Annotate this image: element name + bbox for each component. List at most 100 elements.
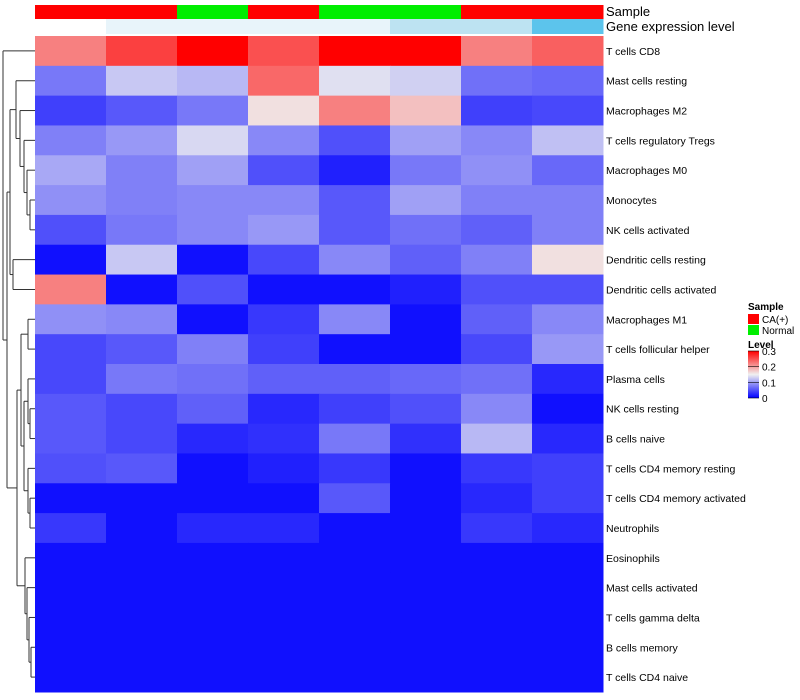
sample-annotation-label: Sample: [606, 4, 650, 19]
row-label: T cells CD4 memory resting: [606, 463, 735, 475]
heatmap-cell: [106, 364, 178, 395]
heatmap-cell: [390, 632, 462, 663]
sample-annotation-cell: [319, 5, 391, 19]
heatmap-cell: [248, 483, 320, 514]
heatmap-cell: [35, 334, 107, 365]
heatmap-cell: [106, 185, 178, 216]
heatmap-cell: [248, 185, 320, 216]
heatmap-cell: [390, 244, 462, 276]
row-label: Monocytes: [606, 195, 657, 207]
heatmap-cell: [248, 274, 320, 305]
heatmap-cell: [532, 334, 604, 365]
level-legend-bar: [748, 351, 759, 398]
row-label: Dendritic cells activated: [606, 284, 716, 296]
heatmap-cell: [106, 542, 178, 574]
row-label: Eosinophils: [606, 553, 660, 565]
heatmap-cell: [319, 274, 391, 305]
heatmap-cell: [35, 244, 107, 276]
heatmap-cell: [319, 662, 391, 693]
heatmap-cell: [461, 423, 533, 454]
row-label: T cells CD8: [606, 46, 660, 58]
row-label: B cells memory: [606, 642, 679, 654]
heatmap-cell: [461, 274, 533, 305]
heatmap-cell: [106, 244, 178, 276]
heatmap-cell: [35, 542, 107, 574]
sample-legend-label: Normal: [762, 326, 794, 337]
row-label: Dendritic cells resting: [606, 255, 706, 267]
heatmap-cell: [35, 364, 107, 395]
heatmap-cell: [248, 155, 320, 186]
heatmap-cell: [532, 65, 604, 97]
heatmap-cell: [461, 632, 533, 663]
heatmap-cell: [532, 423, 604, 454]
sample-annotation-cell: [35, 5, 107, 19]
expression-annotation-label: Gene expression level: [606, 19, 735, 34]
heatmap-cell: [177, 214, 249, 246]
heatmap-cell: [106, 662, 178, 693]
heatmap-cell: [319, 513, 391, 544]
heatmap-cell: [390, 185, 462, 216]
heatmap-cell: [532, 304, 604, 335]
row-label: T cells regulatory Tregs: [606, 135, 715, 147]
heatmap-cell: [248, 65, 320, 97]
heatmap-cell: [177, 364, 249, 395]
expression-annotation-cell: [390, 19, 462, 34]
row-label: T cells CD4 naive: [606, 672, 688, 684]
heatmap-cell: [35, 513, 107, 544]
heatmap-cell: [461, 125, 533, 156]
heatmap-cell: [390, 274, 462, 305]
heatmap-cell: [319, 125, 391, 156]
heatmap-cell: [319, 453, 391, 484]
heatmap-cell: [390, 393, 462, 425]
heatmap-cell: [532, 572, 604, 604]
heatmap-cell: [461, 65, 533, 97]
heatmap-cell: [35, 214, 107, 246]
row-label: NK cells resting: [606, 404, 679, 416]
heatmap-cell: [319, 95, 391, 126]
heatmap-cell: [461, 572, 533, 604]
row-label: Macrophages M2: [606, 106, 687, 118]
heatmap-cell: [461, 453, 533, 484]
row-label: T cells follicular helper: [606, 344, 710, 356]
heatmap-cell: [177, 662, 249, 693]
heatmap-cell: [248, 334, 320, 365]
heatmap-cell: [461, 155, 533, 186]
heatmap-cell: [177, 185, 249, 216]
heatmap-cell: [35, 393, 107, 425]
heatmap-cell: [532, 185, 604, 216]
heatmap-cell: [35, 602, 107, 633]
sample-legend-swatch: [748, 314, 759, 324]
heatmap-cell: [177, 513, 249, 544]
heatmap-cell: [461, 513, 533, 544]
heatmap-cell: [35, 572, 107, 604]
row-label: T cells gamma delta: [606, 612, 700, 624]
heatmap-cell: [106, 453, 178, 484]
heatmap-cell: [248, 542, 320, 574]
heatmap-cell: [35, 65, 107, 97]
heatmap-cell: [461, 304, 533, 335]
heatmap-cells: [35, 36, 604, 693]
expression-annotation-cell: [461, 19, 533, 34]
heatmap-cell: [177, 65, 249, 97]
heatmap-cell: [390, 513, 462, 544]
heatmap-cell: [532, 244, 604, 276]
heatmap-cell: [461, 542, 533, 574]
row-label: T cells CD4 memory activated: [606, 493, 746, 505]
heatmap-cell: [319, 632, 391, 663]
heatmap-cell: [461, 662, 533, 693]
heatmap-cell: [106, 304, 178, 335]
heatmap-cell: [461, 602, 533, 633]
row-label: B cells naive: [606, 434, 665, 446]
sample-annotation-cell: [248, 5, 320, 19]
heatmap-cell: [35, 125, 107, 156]
sample-annotation-cell: [177, 5, 249, 19]
heatmap-cell: [248, 602, 320, 633]
heatmap-cell: [319, 304, 391, 335]
heatmap-cell: [390, 572, 462, 604]
heatmap-cell: [106, 334, 178, 365]
level-legend-tick-label: 0.2: [762, 363, 776, 374]
heatmap-cell: [390, 662, 462, 693]
heatmap-cell: [106, 632, 178, 663]
heatmap-cell: [532, 453, 604, 484]
